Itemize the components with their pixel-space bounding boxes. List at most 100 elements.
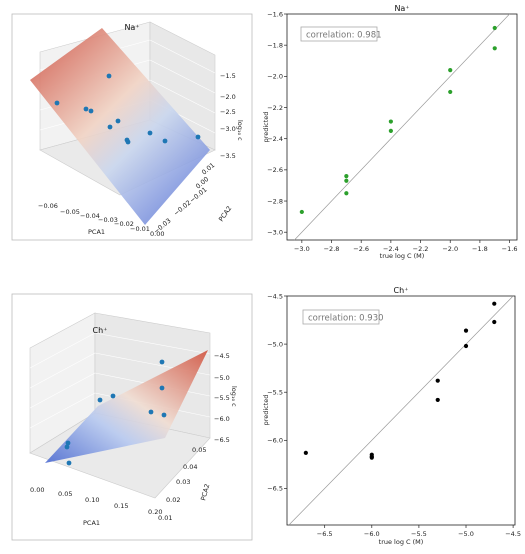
x-tick-label: −3.0 <box>294 245 310 253</box>
x-tick-label: −2.6 <box>353 245 369 253</box>
x-axis-label: PCA1 <box>83 519 100 527</box>
x-tick-label: −4.5 <box>505 530 521 538</box>
x-axis-ticks: −0.06−0.05 −0.04−0.03−0.02−0.010.00 <box>38 202 164 238</box>
correlation-label: correlation: 0.930 <box>308 314 384 324</box>
x-tick-label: −2.0 <box>442 245 458 253</box>
y-tick-label: −2.6 <box>267 166 283 174</box>
tick-label: −2.5 <box>220 108 236 116</box>
data-point <box>88 108 94 114</box>
tick-label: −6.5 <box>214 436 230 444</box>
z-axis-label: log₁₀ c <box>230 386 238 407</box>
data-point <box>435 397 440 403</box>
tick-label: 0.10 <box>85 496 99 504</box>
data-point <box>159 385 165 391</box>
ch-parity-panel: Ch⁺ −6.5 −6.0 −5.5 −5.0 −4.5 −6.5 −6.0 −5.5 −5.… <box>262 282 525 550</box>
x-axis-ticks: 0.00 0.05 0.10 0.15 0.20 <box>30 486 162 516</box>
x-tick-label: −2.8 <box>324 245 340 253</box>
data-point <box>448 89 453 95</box>
tick-label: −3.0 <box>220 125 236 133</box>
tick-label: 0.00 <box>30 486 44 494</box>
data-point <box>161 412 167 418</box>
tick-label: −5.0 <box>214 374 230 382</box>
tick-label: 0.05 <box>58 490 72 498</box>
x-tick-label: −6.5 <box>317 530 333 538</box>
tick-label: −3.5 <box>220 152 236 160</box>
z-axis-ticks: −4.5 −5.0 −5.5 −6.0 −6.5 <box>214 352 230 444</box>
na-parity-panel: Na⁺ −3.0 −2.8 −2.6 −2.4 −2.2 −2.0 −1.8 −1.6 −3.… <box>262 0 525 262</box>
ch-3d-plot: Ch⁺ −4.5−5.0−5.5−6.0−6.5 log₁₀ c 0.00 0.0… <box>11 293 253 541</box>
x-tick-label: −1.6 <box>502 245 518 253</box>
chart-title: Na⁺ <box>394 4 409 13</box>
data-point <box>97 397 103 403</box>
data-point <box>159 359 165 365</box>
data-point <box>106 73 112 79</box>
data-point <box>492 319 497 325</box>
x-tick-label: −6.0 <box>364 530 380 538</box>
tick-label: 0.05 <box>192 446 206 454</box>
tick-label: 0.04 <box>183 463 197 471</box>
fitted-surface <box>30 28 210 225</box>
y-tick-label: −6.5 <box>267 485 283 493</box>
y-axis-label: predicted <box>262 112 270 143</box>
data-point <box>388 128 393 133</box>
chart-title: Ch⁺ <box>93 326 108 335</box>
identity-line <box>294 13 510 241</box>
data-point <box>463 343 469 349</box>
identity-line <box>288 295 514 526</box>
ch-parity-plot: Ch⁺ −6.5 −6.0 −5.5 −5.0 −4.5 −6.5 −6.0 −5.5 −5.… <box>262 286 521 546</box>
x-tick-label: −5.5 <box>411 530 427 538</box>
y-tick-label: −2.2 <box>267 104 283 112</box>
x-tick-label: −2.4 <box>383 245 399 253</box>
data-point <box>492 46 497 51</box>
data-point <box>463 328 469 333</box>
data-point <box>303 450 308 455</box>
tick-label: −0.04 <box>80 212 100 220</box>
data-point <box>64 444 70 450</box>
data-point <box>107 124 113 130</box>
tick-label: −2.0 <box>220 93 236 101</box>
x-axis-label: true log C (M) <box>380 252 425 260</box>
na-3d-panel: Na⁺ −1.5 −2.0 −2.5 −3.0 −3.5 log₁₀ c −0.06 −0… <box>0 0 262 242</box>
data-point <box>125 139 131 145</box>
na-3d-plot: Na⁺ −1.5−2.0−2.5−3.0−3.5 log₁₀ c −0.06−0… <box>11 13 253 241</box>
data-point <box>344 178 349 183</box>
tick-label: 0.02 <box>166 496 180 504</box>
data-point <box>492 25 497 31</box>
data-point <box>66 460 72 466</box>
data-point <box>147 130 153 136</box>
data-point <box>54 100 60 106</box>
x-tick-label: −2.2 <box>413 245 429 253</box>
tick-label: 0.15 <box>114 502 128 510</box>
y-tick-label: −1.6 <box>267 10 283 18</box>
data-point <box>344 191 349 196</box>
tick-label: −0.06 <box>38 202 58 210</box>
chart-title: Ch⁺ <box>394 286 409 295</box>
tick-label: 0.20 <box>148 508 162 516</box>
x-axis-label: true log C (M) <box>379 538 424 546</box>
x-tick-label: −5.0 <box>458 530 474 538</box>
data-point <box>492 301 497 306</box>
z-axis-label: log₁₀ c <box>236 120 244 141</box>
fitted-surface <box>45 350 208 463</box>
y-tick-label: −3.0 <box>267 229 283 237</box>
y-tick-label: −2.4 <box>267 135 283 143</box>
tick-label: −0.01 <box>130 225 150 233</box>
y-tick-label: −5.0 <box>267 340 283 348</box>
data-point <box>435 378 440 383</box>
correlation-label: correlation: 0.981 <box>306 31 382 41</box>
tick-label: −0.03 <box>98 216 118 224</box>
x-axis-label: PCA1 <box>88 228 105 236</box>
y-tick-label: −2.8 <box>267 197 283 205</box>
tick-label: −1.5 <box>220 72 236 80</box>
data-point <box>388 119 393 124</box>
y-tick-label: −1.8 <box>267 41 283 49</box>
data-point <box>110 393 116 399</box>
tick-label: −4.5 <box>214 352 230 360</box>
z-axis-ticks: −1.5 −2.0 −2.5 −3.0 −3.5 <box>220 72 236 160</box>
chart-title: Na⁺ <box>124 23 139 32</box>
na-parity-plot: Na⁺ −3.0 −2.8 −2.6 −2.4 −2.2 −2.0 −1.8 −1.6 −3.… <box>262 4 518 260</box>
data-point <box>299 209 304 215</box>
correlation-box <box>302 309 380 325</box>
x-tick-label: −1.8 <box>472 245 488 253</box>
y-tick-label: −4.5 <box>267 292 283 300</box>
